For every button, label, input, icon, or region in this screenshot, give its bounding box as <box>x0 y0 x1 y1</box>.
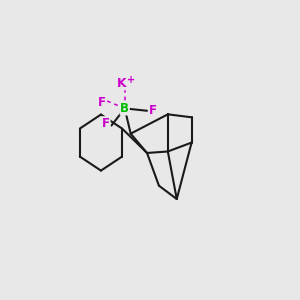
Text: K: K <box>117 76 127 90</box>
Text: F: F <box>102 117 110 130</box>
Text: B: B <box>120 102 129 115</box>
Text: F: F <box>149 104 157 117</box>
Text: +: + <box>127 75 135 85</box>
Text: F: F <box>98 96 106 109</box>
